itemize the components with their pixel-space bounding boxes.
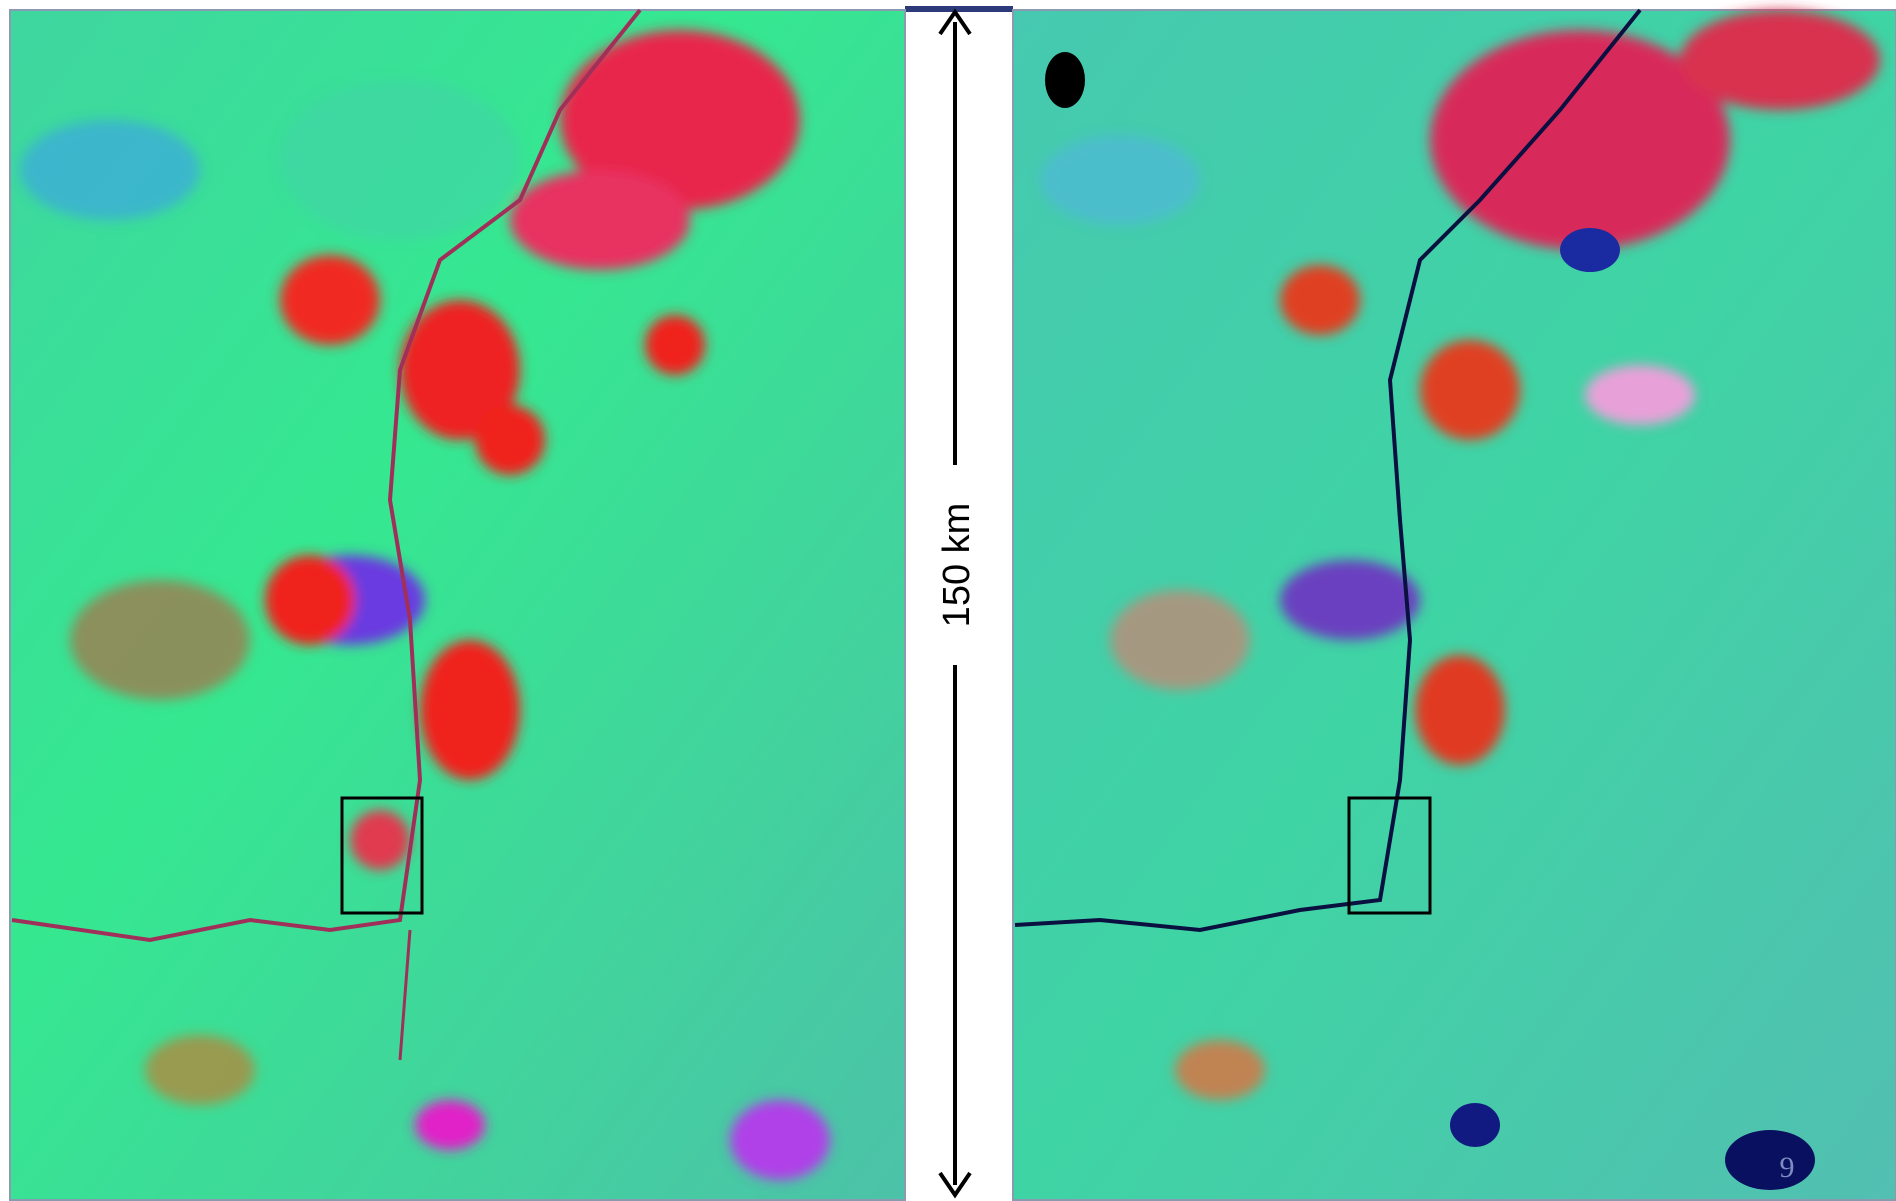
scale-bar: 150 km xyxy=(936,12,978,1195)
left-satellite-image xyxy=(10,10,905,1200)
slide: 150 km 9 xyxy=(0,0,1896,1201)
page: 150 km 9 (() => { const data = JSON.pars… xyxy=(0,0,1896,1201)
page-number: 9 xyxy=(1780,1151,1795,1184)
scale-label: 150 km xyxy=(936,503,978,628)
top-bar xyxy=(905,6,1013,12)
right-satellite-image: 9 xyxy=(1013,10,1896,1200)
